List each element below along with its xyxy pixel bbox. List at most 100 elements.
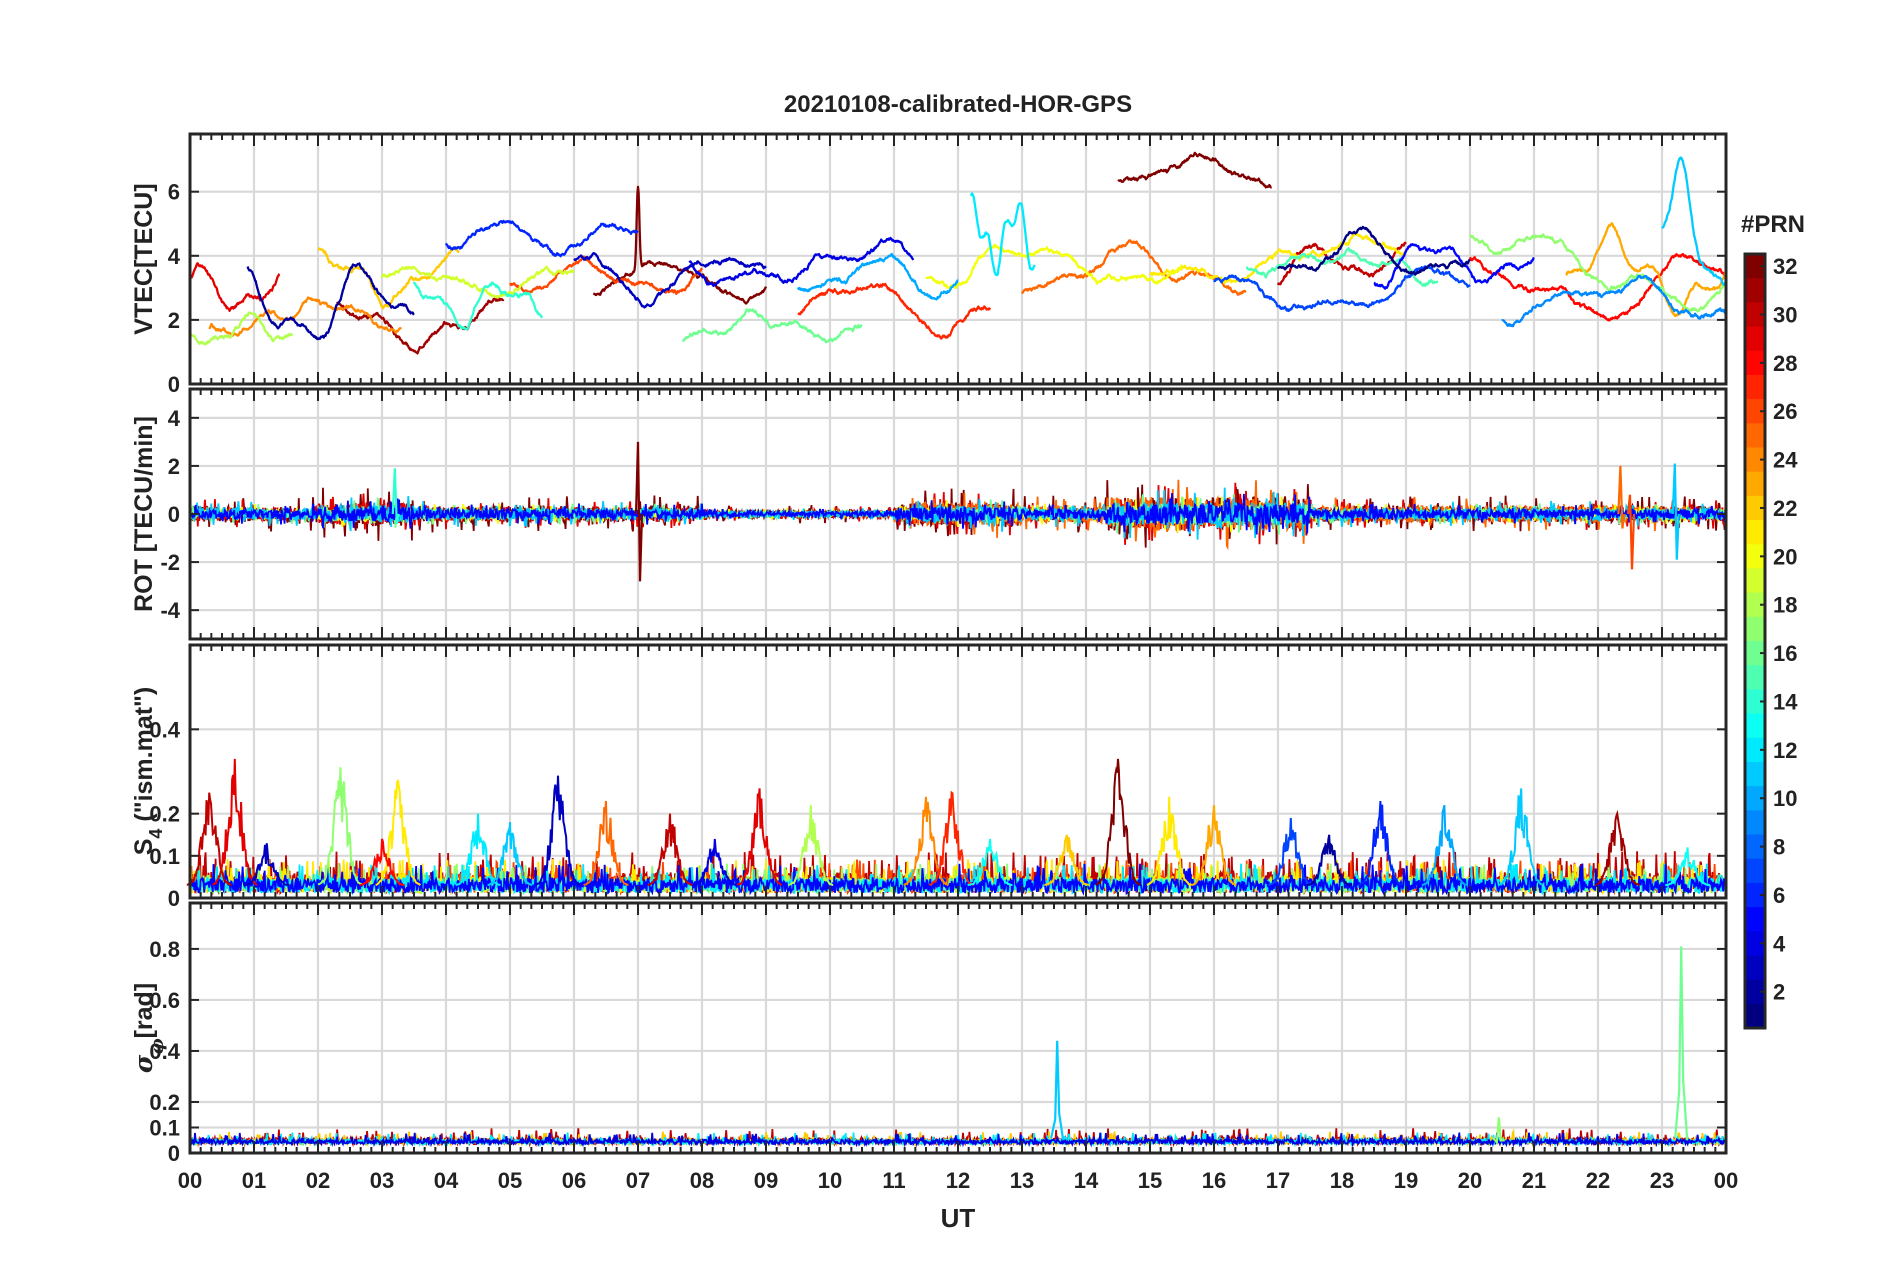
y-tick-label: 0.1	[149, 1115, 180, 1140]
y-tick-label: 0.4	[149, 717, 180, 742]
x-tick-label: 02	[306, 1168, 330, 1193]
x-tick-label: 11	[882, 1168, 905, 1193]
colorbar-swatch	[1745, 520, 1765, 545]
y-tick-label: 4	[168, 406, 181, 431]
x-tick-label: 21	[1522, 1168, 1546, 1193]
x-tick-label: 05	[498, 1168, 522, 1193]
colorbar-swatch	[1745, 955, 1765, 981]
s4-burst	[1146, 796, 1193, 886]
s4-burst	[788, 805, 834, 886]
y-tick-label: 0	[168, 886, 180, 911]
sigmaphi-x-tick-marks	[189, 903, 1727, 1153]
panel-sigmaphi: 0.8 0.6 0.4 0.20.10 σφ[rad]	[129, 901, 1728, 1166]
s4-burst	[1268, 817, 1314, 887]
panel-vtec: 6 4 2 0 VTEC[TECU]	[130, 132, 1728, 397]
colorbar-tick-label: 30	[1773, 302, 1797, 327]
vtec-series-line	[1245, 246, 1439, 288]
vtec-series-line	[509, 255, 703, 296]
vtec-series-line	[796, 252, 959, 301]
colorbar-swatch	[1745, 616, 1765, 642]
sigmaphi-y-label-main: σ	[129, 1054, 158, 1073]
colorbar-tick-label: 6	[1773, 883, 1785, 908]
colorbar-tick-label: 14	[1773, 689, 1798, 714]
vtec-series-line	[1277, 225, 1471, 276]
y-tick-label: 2	[168, 308, 180, 333]
vtec-x-tick-marks	[189, 134, 1727, 384]
colorbar-swatch	[1745, 495, 1765, 521]
colorbar-swatch	[1745, 423, 1765, 449]
colorbar-swatch	[1745, 254, 1765, 279]
x-tick-label: 07	[626, 1168, 650, 1193]
vtec-series-line	[681, 308, 863, 344]
s4-burst	[244, 843, 290, 887]
rot-spike	[1617, 465, 1626, 529]
s4-burst	[359, 838, 405, 887]
colorbar-swatch	[1745, 737, 1765, 763]
vtec-series-line	[925, 243, 1183, 290]
colorbar-swatch	[1745, 374, 1765, 400]
colorbar-swatch	[1745, 907, 1765, 932]
colorbar-swatch	[1745, 278, 1765, 303]
colorbar-ticks: 32 30 28 26 24 22 20 18 16 14 12 10 8 6 4 2	[1760, 254, 1798, 1005]
s4-burst	[1421, 804, 1468, 886]
rot-x-tick-marks	[189, 389, 1727, 639]
colorbar-tick-label: 24	[1773, 448, 1798, 473]
colorbar-title: #PRN	[1741, 211, 1805, 238]
s4-burst	[487, 822, 533, 887]
y-tick-label: 4	[168, 244, 181, 269]
colorbar-tick-label: 22	[1773, 496, 1797, 521]
x-tick-label: 00	[1714, 1168, 1738, 1193]
s4-burst	[186, 792, 232, 886]
colorbar-swatch	[1745, 447, 1765, 473]
rot-spike	[1626, 494, 1636, 570]
sigmaphi-y-label: σφ[rad]	[129, 983, 168, 1073]
colorbar-tick-label: 20	[1773, 544, 1797, 569]
x-tick-label: 03	[370, 1168, 394, 1193]
s4-y-label-rest: ("ism.mat")	[130, 687, 158, 829]
vtec-series	[188, 151, 1728, 355]
sigmaphi-spike	[1050, 1040, 1065, 1141]
s4-y-label-sub: 4	[146, 829, 166, 839]
s4-burst	[903, 796, 949, 886]
x-tick-label: 15	[1138, 1168, 1162, 1193]
vtec-series-line	[380, 265, 575, 299]
s4-x-tick-marks	[189, 645, 1727, 898]
colorbar-swatch	[1745, 761, 1765, 787]
x-tick-label: 10	[818, 1168, 842, 1193]
s4-y-label-main: S	[130, 839, 158, 856]
colorbar-swatch	[1745, 641, 1765, 666]
s4-y-ticks: 0.4 0.2 0.1 0	[149, 717, 1726, 911]
x-tick-label: 19	[1394, 1168, 1418, 1193]
panel-rot: 4 2 0 -2 -4 ROT [TECU/min]	[130, 387, 1728, 641]
y-tick-label: 0.2	[149, 1090, 180, 1115]
vtec-series-line	[317, 246, 460, 310]
vtec-y-label: VTEC[TECU]	[130, 183, 158, 334]
vtec-series-line	[573, 251, 767, 309]
vtec-series-line	[1501, 274, 1727, 328]
sigmaphi-spike	[1674, 946, 1689, 1141]
vtec-series-line	[797, 282, 992, 340]
vtec-series-line	[188, 311, 294, 346]
colorbar-swatch	[1745, 592, 1765, 618]
s4-burst	[1044, 834, 1090, 887]
colorbar-scale	[1745, 254, 1765, 1029]
y-tick-label: 0.4	[149, 1039, 180, 1064]
rot-y-label: ROT [TECU/min]	[130, 416, 158, 612]
s4-grid	[190, 645, 1726, 898]
vtec-series-line	[246, 262, 415, 341]
s4-burst	[455, 813, 501, 887]
colorbar-frame	[1743, 252, 1767, 1030]
y-tick-label: 0.1	[149, 844, 180, 869]
x-tick-label: 14	[1074, 1168, 1099, 1193]
colorbar-tick-label: 26	[1773, 399, 1797, 424]
sigmaphi-y-ticks: 0.8 0.6 0.4 0.20.10	[149, 937, 1726, 1166]
y-tick-label: -4	[160, 598, 180, 623]
x-tick-label: 01	[242, 1168, 266, 1193]
s4-burst	[1498, 788, 1544, 886]
vtec-series-line	[1117, 151, 1273, 189]
rot-spike	[391, 468, 400, 524]
colorbar-swatch	[1745, 689, 1765, 715]
colorbar-swatch	[1745, 665, 1765, 690]
vtec-series-line	[1565, 222, 1728, 318]
x-tick-label: 16	[1202, 1168, 1226, 1193]
